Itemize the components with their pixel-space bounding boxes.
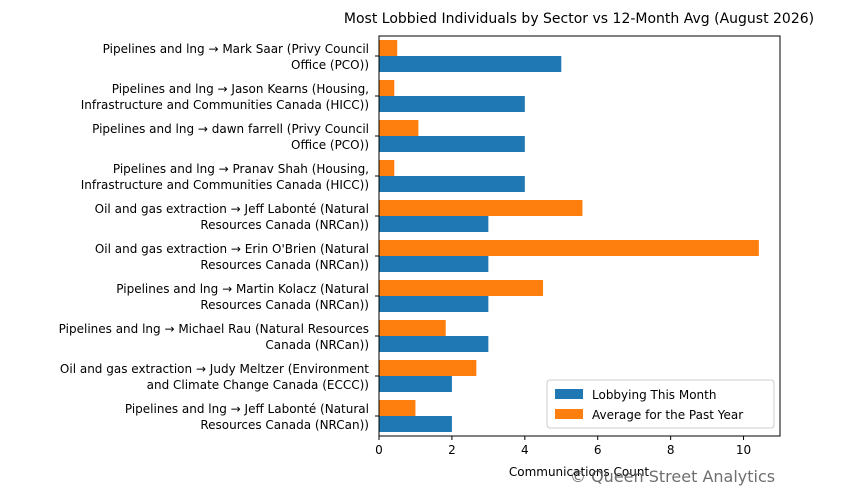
y-tick-label: Pipelines and lng → Jeff Labonté (Natura… [125, 402, 369, 432]
bar-this-month [379, 296, 489, 312]
y-tick-label: Oil and gas extraction → Jeff Labonté (N… [95, 202, 369, 232]
y-tick-label-line: Pipelines and lng → Pranav Shah (Housing… [113, 162, 369, 176]
y-tick-label-line: Infrastructure and Communities Canada (H… [81, 178, 369, 192]
y-tick-label-line: Pipelines and lng → Jeff Labonté (Natura… [125, 402, 369, 416]
x-tick-label: 0 [375, 443, 383, 457]
bar-this-month [379, 376, 452, 392]
y-tick-label-line: Oil and gas extraction → Judy Meltzer (E… [60, 362, 369, 376]
y-tick-label-line: Resources Canada (NRCan)) [200, 218, 369, 232]
bar-average [379, 40, 398, 56]
bar-average [379, 240, 759, 256]
bar-average [379, 320, 446, 336]
y-tick-label-line: Infrastructure and Communities Canada (H… [81, 98, 369, 112]
bar-average [379, 160, 395, 176]
legend-label: Lobbying This Month [592, 388, 716, 402]
y-tick-label-line: Office (PCO)) [291, 58, 369, 72]
bar-average [379, 360, 477, 376]
y-tick-label-line: and Climate Change Canada (ECCC)) [147, 378, 369, 392]
y-tick-label-line: Oil and gas extraction → Erin O'Brien (N… [95, 242, 369, 256]
y-tick-label-line: Pipelines and lng → Martin Kolacz (Natur… [116, 282, 369, 296]
bar-this-month [379, 336, 489, 352]
y-tick-label-line: Pipelines and lng → Jason Kearns (Housin… [112, 82, 369, 96]
y-tick-label-line: Office (PCO)) [291, 138, 369, 152]
watermark-text: © Queen Street Analytics [570, 467, 776, 486]
y-tick-label: Pipelines and lng → Mark Saar (Privy Cou… [103, 42, 369, 72]
x-axis: 0 2 4 6 8 10 [375, 436, 751, 457]
y-tick-label-line: Oil and gas extraction → Jeff Labonté (N… [95, 202, 369, 216]
x-tick-label: 2 [448, 443, 456, 457]
y-tick-label-line: Pipelines and lng → Michael Rau (Natural… [59, 322, 369, 336]
bar-this-month [379, 256, 489, 272]
x-tick-label: 6 [594, 443, 602, 457]
bar-this-month [379, 56, 562, 72]
y-tick-label: Pipelines and lng → Pranav Shah (Housing… [81, 162, 369, 192]
y-axis: Pipelines and lng → Mark Saar (Privy Cou… [59, 42, 379, 432]
legend-swatch [555, 409, 583, 419]
bar-this-month [379, 176, 525, 192]
bar-average [379, 280, 544, 296]
plot-frame [378, 35, 781, 437]
x-tick-label: 4 [521, 443, 529, 457]
legend-label: Average for the Past Year [592, 408, 743, 422]
bar-average [379, 120, 419, 136]
bar-this-month [379, 416, 452, 432]
y-tick-label: Pipelines and lng → Jason Kearns (Housin… [81, 82, 369, 112]
bar-average [379, 80, 395, 96]
chart-title: Most Lobbied Individuals by Sector vs 12… [344, 11, 814, 27]
x-tick-label: 8 [667, 443, 675, 457]
y-tick-label-line: Pipelines and lng → Mark Saar (Privy Cou… [103, 42, 369, 56]
legend-swatch [555, 389, 583, 399]
y-tick-label: Oil and gas extraction → Erin O'Brien (N… [95, 242, 369, 272]
bar-this-month [379, 136, 525, 152]
bars-group [379, 40, 759, 432]
bar-average [379, 200, 583, 216]
y-tick-label: Pipelines and lng → Michael Rau (Natural… [59, 322, 369, 352]
bar-average [379, 400, 416, 416]
y-tick-label-line: Pipelines and lng → dawn farrell (Privy … [92, 122, 369, 136]
legend: Lobbying This Month Average for the Past … [546, 379, 775, 429]
x-tick-label: 10 [736, 443, 751, 457]
bar-this-month [379, 96, 525, 112]
y-tick-label-line: Resources Canada (NRCan)) [200, 258, 369, 272]
y-tick-label-line: Canada (NRCan)) [265, 338, 369, 352]
y-tick-label: Pipelines and lng → dawn farrell (Privy … [92, 122, 369, 152]
bar-this-month [379, 216, 489, 232]
x-axis-label: Communications Count [509, 465, 650, 479]
legend-box [546, 379, 775, 429]
y-tick-label: Oil and gas extraction → Judy Meltzer (E… [60, 362, 369, 392]
y-tick-label-line: Resources Canada (NRCan)) [200, 418, 369, 432]
y-tick-label-line: Resources Canada (NRCan)) [200, 298, 369, 312]
y-tick-label: Pipelines and lng → Martin Kolacz (Natur… [116, 282, 369, 312]
